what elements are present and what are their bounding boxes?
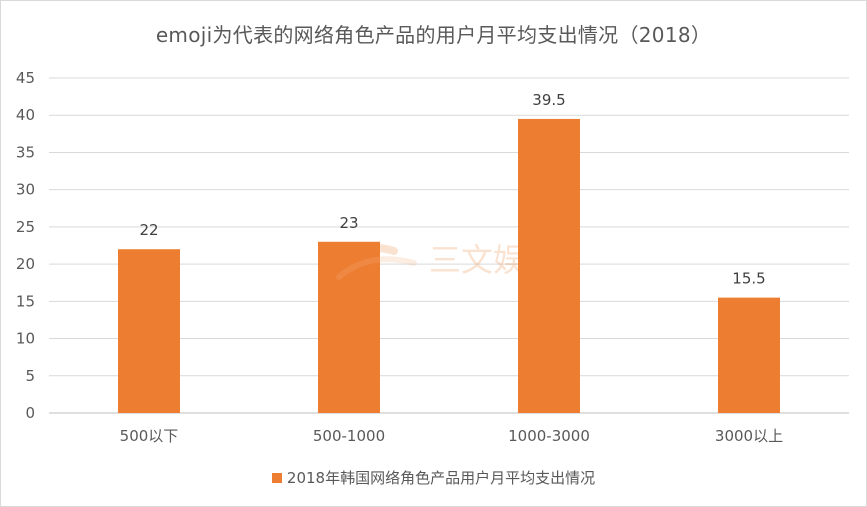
y-tick-label: 10 [16, 330, 35, 348]
y-tick-label: 20 [16, 255, 35, 273]
watermark-logo: 三文娱 [319, 233, 559, 283]
bar [318, 241, 380, 413]
bar [118, 249, 180, 413]
x-tick-label: 1000-3000 [508, 427, 590, 445]
watermark-swirl-icon: 三文娱 [320, 241, 525, 280]
x-tick-label: 500-1000 [313, 427, 385, 445]
data-label: 15.5 [732, 270, 765, 288]
y-tick-label: 35 [16, 143, 35, 161]
data-label: 39.5 [532, 91, 565, 109]
y-tick-label: 25 [16, 218, 35, 236]
chart-title: emoji为代表的网络角色产品的用户月平均支出情况（2018） [155, 23, 712, 47]
y-tick-label: 45 [16, 69, 35, 87]
data-label: 23 [339, 214, 358, 232]
y-tick-label: 40 [16, 106, 35, 124]
x-tick-label: 500以下 [120, 427, 179, 445]
data-label: 22 [139, 221, 158, 239]
y-tick-label: 5 [25, 367, 35, 385]
legend-label: 2018年韩国网络角色产品用户月平均支出情况 [286, 469, 596, 487]
bar [718, 297, 780, 413]
bar [518, 118, 580, 413]
watermark-text: 三文娱 [429, 241, 525, 279]
y-tick-label: 15 [16, 292, 35, 310]
legend-swatch [271, 473, 282, 483]
chart-legend: 2018年韩国网络角色产品用户月平均支出情况 [1, 467, 866, 488]
y-tick-label: 0 [25, 404, 35, 422]
y-tick-label: 30 [16, 181, 35, 199]
x-tick-label: 3000以上 [715, 427, 783, 445]
